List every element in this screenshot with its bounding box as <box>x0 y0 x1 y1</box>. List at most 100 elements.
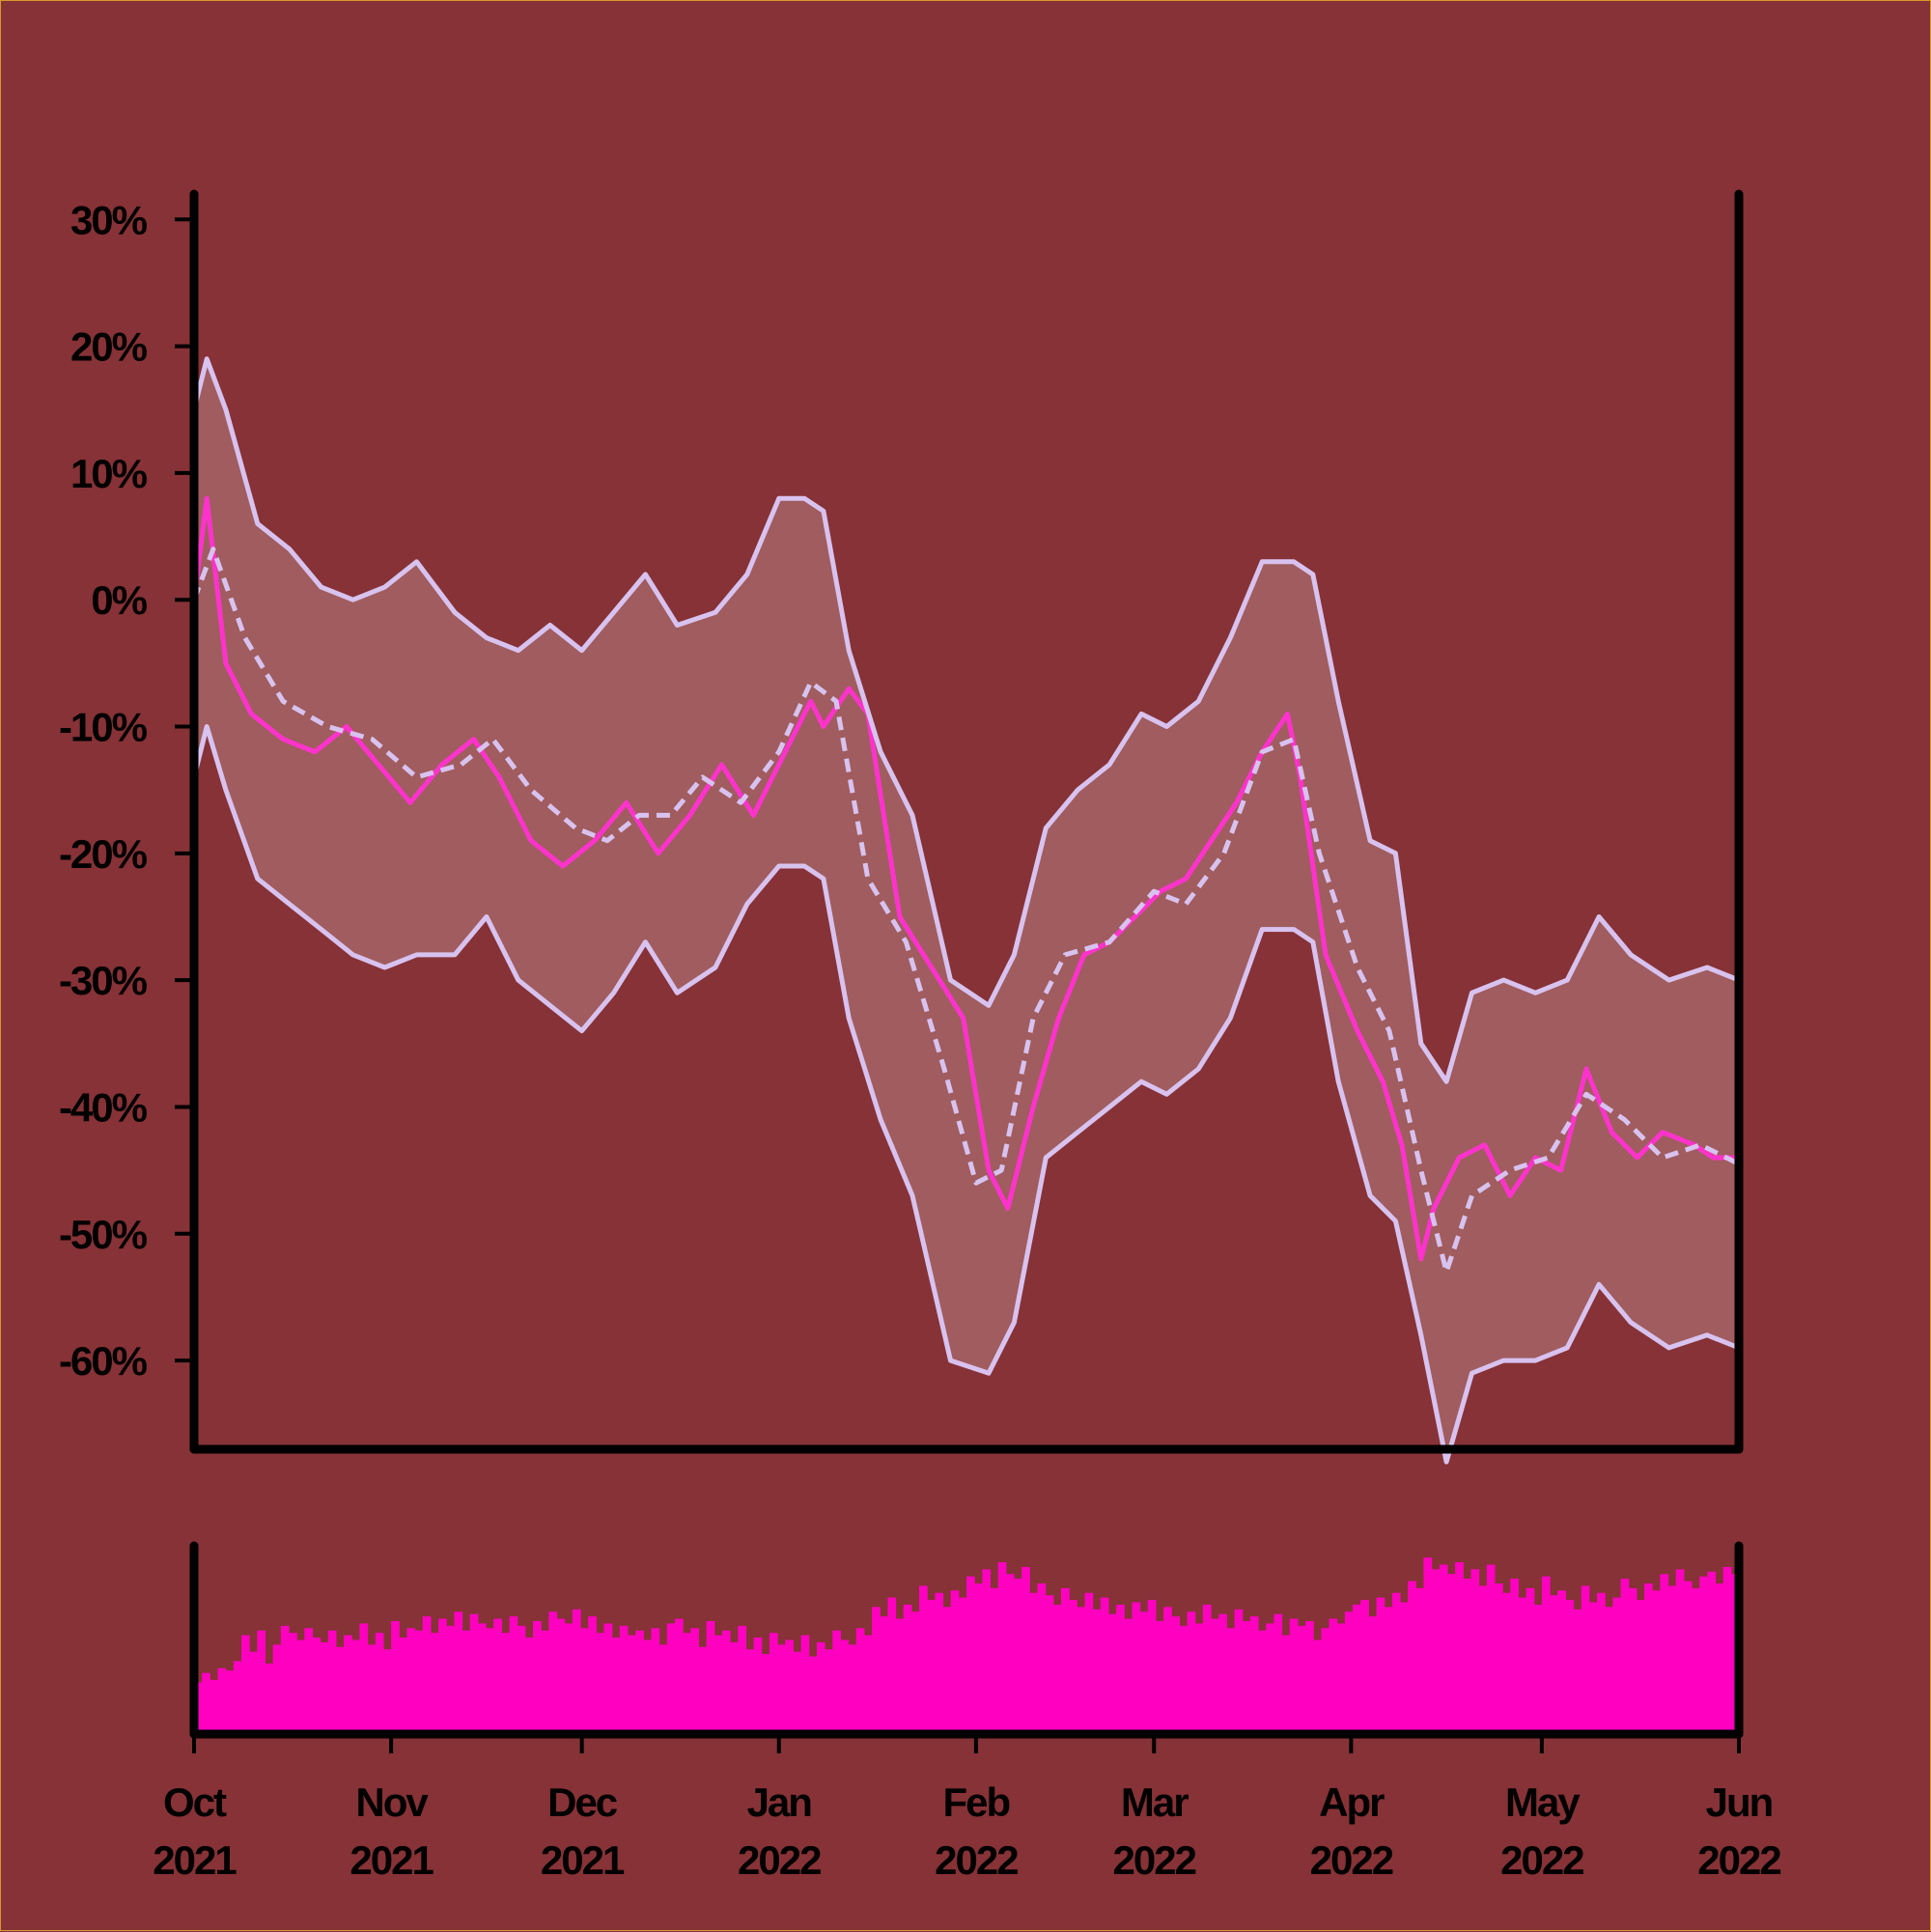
volume-bar <box>785 1639 794 1734</box>
x-tick-year: 2022 <box>1697 1837 1780 1883</box>
moving-average-line <box>191 546 1741 1274</box>
volume-bar <box>1391 1592 1401 1734</box>
volume-bar <box>651 1628 660 1734</box>
volume-bar <box>1124 1618 1133 1734</box>
upper-band-line <box>191 356 1740 1084</box>
volume-bar <box>1446 1574 1456 1734</box>
volume-bar <box>344 1635 352 1735</box>
volume-bar <box>1683 1581 1693 1734</box>
x-tick-month: Nov <box>355 1779 429 1825</box>
band-fill <box>194 358 1739 1463</box>
volume-bar <box>1171 1616 1180 1735</box>
volume-bar <box>391 1621 400 1734</box>
volume-bar <box>825 1649 833 1734</box>
volume-bar <box>1620 1579 1630 1735</box>
volume-bar <box>1439 1564 1448 1734</box>
x-tick-month: Jan <box>747 1779 812 1825</box>
volume-bar <box>958 1597 967 1735</box>
volume-bar <box>880 1616 888 1735</box>
volume-bar <box>800 1635 810 1735</box>
volume-bar <box>966 1576 975 1734</box>
volume-bar <box>1187 1611 1196 1734</box>
volume-bar <box>1092 1609 1102 1734</box>
volume-bar <box>730 1641 739 1734</box>
volume-bar <box>1179 1625 1189 1734</box>
volume-bar <box>1667 1585 1677 1734</box>
volume-bar <box>359 1623 369 1734</box>
x-tick-year: 2022 <box>1500 1837 1583 1883</box>
volume-bar <box>1052 1604 1062 1734</box>
volume-bar <box>1722 1566 1732 1734</box>
volume-bar <box>210 1679 219 1734</box>
volume-bar <box>1060 1587 1070 1735</box>
volume-bar <box>1525 1587 1535 1735</box>
volume-bar <box>1021 1566 1030 1734</box>
volume-bar <box>1707 1571 1717 1734</box>
volume-bar <box>1628 1587 1637 1735</box>
volume-bar <box>1510 1579 1520 1735</box>
volume-bar <box>1376 1597 1385 1735</box>
volume-bar <box>501 1633 511 1734</box>
volume-bar <box>1313 1639 1322 1734</box>
volume-bar <box>517 1625 526 1734</box>
volume-bar <box>375 1633 384 1734</box>
x-tick-year: 2022 <box>1113 1837 1196 1883</box>
volume-bar <box>1368 1616 1378 1735</box>
volume-bar <box>1612 1597 1622 1735</box>
volume-bar <box>327 1630 337 1734</box>
volume-bar <box>1455 1562 1464 1734</box>
x-tick-year: 2022 <box>1310 1837 1393 1883</box>
volume-bar <box>1029 1592 1039 1734</box>
volume-bar <box>548 1611 558 1734</box>
volume-bar <box>382 1649 392 1734</box>
volume-bar <box>1470 1569 1480 1735</box>
x-tick-month: May <box>1505 1779 1581 1825</box>
volume-bar <box>1116 1604 1125 1734</box>
volume-bar <box>572 1609 581 1734</box>
volume-bar <box>257 1630 266 1734</box>
volume-bar <box>603 1623 613 1734</box>
volume-bar <box>619 1625 629 1734</box>
volume-bar <box>509 1616 518 1735</box>
volume-bar <box>564 1623 574 1734</box>
volume-bar <box>249 1651 258 1734</box>
volume-bar <box>272 1644 282 1735</box>
volume-bar <box>1494 1583 1503 1734</box>
volume-bar <box>1281 1635 1291 1735</box>
volume-bar <box>974 1583 983 1734</box>
x-tick-month: Mar <box>1121 1779 1189 1825</box>
volume-bar <box>683 1633 691 1734</box>
volume-bar <box>1644 1583 1653 1734</box>
volume-bar <box>588 1616 597 1735</box>
volume-bar <box>351 1639 361 1734</box>
x-tick-month: Dec <box>547 1779 618 1825</box>
volume-bar <box>1463 1579 1472 1735</box>
volume-bar <box>721 1630 731 1734</box>
volume-bar <box>1565 1600 1575 1734</box>
volume-bar <box>919 1585 928 1734</box>
volume-bar <box>541 1630 549 1734</box>
volume-bar <box>580 1628 589 1734</box>
y-tick-label: -20% <box>59 831 148 877</box>
volume-bar <box>1139 1611 1149 1734</box>
y-tick-label: 30% <box>70 197 148 242</box>
volume-bar <box>990 1587 999 1735</box>
volume-bar <box>1218 1613 1227 1734</box>
volume-bar <box>1163 1607 1172 1735</box>
volume-bar <box>1289 1618 1299 1734</box>
x-tick-month: Jun <box>1706 1779 1773 1825</box>
x-tick-year: 2021 <box>350 1837 434 1883</box>
volume-bar <box>1249 1616 1259 1735</box>
volume-bar <box>1384 1607 1393 1735</box>
volume-bar <box>217 1667 227 1734</box>
volume-bar <box>493 1618 502 1734</box>
volume-bar <box>1321 1628 1330 1734</box>
volume-bar <box>524 1638 534 1734</box>
volume-bar <box>469 1613 479 1734</box>
volume-bar <box>1045 1595 1054 1734</box>
volume-bar <box>674 1618 684 1734</box>
volume-bar <box>1211 1618 1219 1734</box>
y-tick-label: -50% <box>59 1212 148 1257</box>
volume-bar <box>1399 1602 1409 1734</box>
